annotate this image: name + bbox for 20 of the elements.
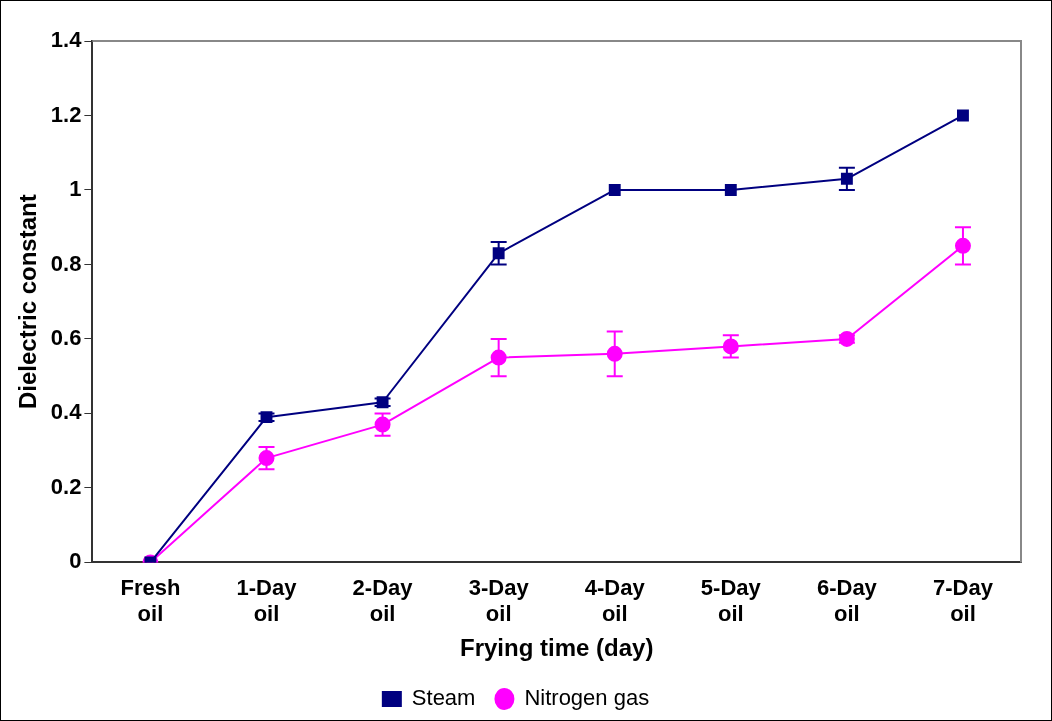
- y-tick-label: 1: [69, 176, 82, 202]
- x-tick-label: 3-Day oil: [468, 574, 530, 627]
- x-tick-label: 6-Day oil: [816, 574, 878, 627]
- x-tick-label: 5-Day oil: [700, 574, 762, 627]
- x-tick-label: 7-Day oil: [933, 574, 994, 627]
- x-tick-label: Fresh oil: [120, 574, 181, 627]
- y-tick-label: 0.4: [50, 399, 83, 425]
- x-tick-label: 4-Day oil: [584, 574, 646, 627]
- legend-label: Nitrogen gas: [524, 685, 650, 711]
- y-tick-label: 0.8: [50, 250, 82, 276]
- y-tick-label: 1.2: [50, 101, 82, 127]
- y-tick-label: 1.4: [50, 27, 83, 53]
- y-tick-label: 0.2: [50, 473, 82, 499]
- y-tick-label: 0.6: [50, 325, 82, 351]
- x-tick-label: 1-Day oil: [236, 574, 298, 627]
- y-tick-label: 0: [69, 548, 82, 574]
- y-axis-title: Dielectric constant: [14, 194, 42, 410]
- x-axis-title: Frying time (day): [460, 634, 654, 662]
- x-tick-label: 2-Day oil: [352, 574, 414, 627]
- legend-label: Steam: [411, 685, 476, 711]
